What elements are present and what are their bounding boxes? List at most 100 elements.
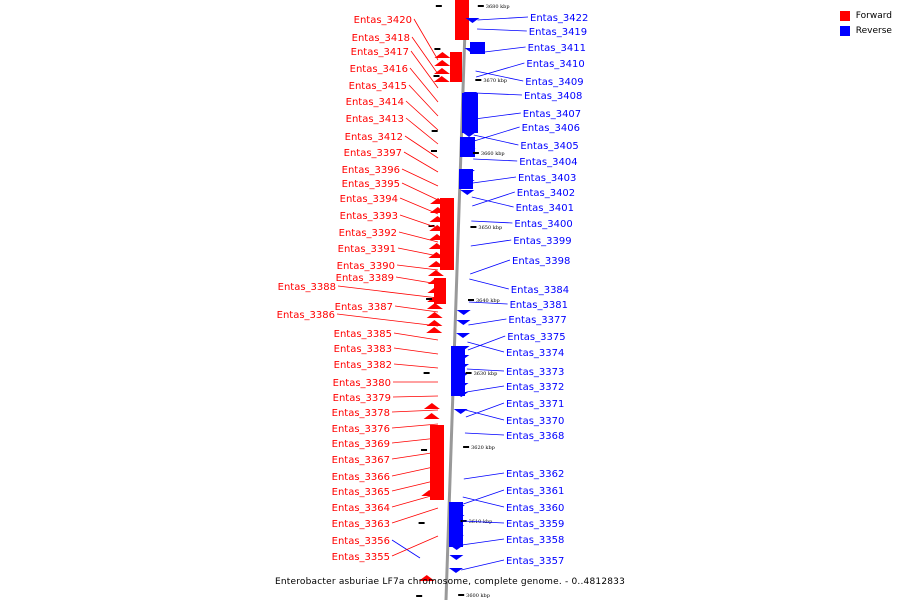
marker-dash (435, 5, 442, 7)
forward-leader (405, 100, 439, 131)
reverse-leader (467, 341, 505, 353)
forward-leader (409, 67, 439, 103)
forward-leader (399, 197, 439, 215)
forward-arrow (429, 216, 446, 222)
kbp-tick-label: 3650 kbp (478, 225, 502, 231)
reverse-block (449, 502, 463, 547)
reverse-arrow (449, 545, 464, 550)
forward-gene-label: Entas_3388 (278, 282, 336, 293)
forward-gene-label: Entas_3369 (332, 439, 390, 450)
forward-gene-label: Entas_3418 (352, 33, 410, 44)
reverse-arrow (450, 505, 465, 510)
reverse-leader (465, 409, 505, 421)
reverse-leader (471, 220, 513, 224)
reverse-arrow (456, 333, 471, 338)
forward-leader (408, 84, 439, 117)
forward-block (430, 425, 444, 500)
forward-arrow (426, 320, 443, 326)
forward-arrow (427, 270, 444, 276)
reverse-gene-label: Entas_3370 (506, 416, 564, 427)
forward-block (450, 52, 462, 82)
forward-gene-label: Entas_3420 (354, 15, 412, 26)
reverse-leader (475, 62, 525, 78)
reverse-arrow (460, 170, 475, 175)
reverse-block (451, 346, 465, 396)
forward-leader (391, 437, 439, 444)
forward-arrow (434, 52, 451, 58)
legend-forward: Forward (839, 8, 892, 23)
forward-leader (392, 395, 439, 398)
kbp-tick-label: 3660 kbp (481, 151, 505, 157)
forward-arrow (423, 403, 440, 409)
forward-gene-label: Entas_3417 (351, 47, 409, 58)
forward-gene-label: Entas_3414 (346, 97, 404, 108)
marker-dash (416, 595, 423, 597)
forward-leader (391, 535, 439, 557)
reverse-leader (475, 70, 524, 82)
reverse-leader (465, 402, 505, 418)
forward-leader (391, 493, 439, 508)
reverse-gene-label: Entas_3407 (523, 109, 581, 120)
forward-gene-label: Entas_3385 (334, 329, 392, 340)
marker-dash (423, 372, 430, 374)
legend-forward-label: Forward (855, 10, 892, 21)
reverse-arrow (455, 346, 470, 351)
forward-gene-label: Entas_3415 (349, 81, 407, 92)
reverse-gene-label: Entas_3405 (520, 141, 578, 152)
forward-leader (337, 285, 439, 299)
gene-features (418, 0, 485, 581)
reverse-arrow (450, 515, 465, 520)
reverse-leader (476, 46, 526, 54)
reverse-arrow (463, 92, 478, 97)
reverse-gene-label: Entas_3399 (513, 236, 571, 247)
forward-leader (393, 363, 439, 369)
kbp-tick-label: 3640 kbp (476, 298, 500, 304)
forward-block (455, 0, 469, 40)
forward-arrow (427, 287, 444, 293)
reverse-block (459, 169, 473, 189)
reverse-arrow (461, 140, 476, 145)
reverse-arrow (455, 355, 470, 360)
forward-arrow (428, 243, 445, 249)
reverse-arrow (454, 392, 469, 397)
kbp-tick (463, 446, 470, 448)
reverse-gene-label: Entas_3404 (519, 157, 577, 168)
forward-gene-label: Entas_3393 (340, 211, 398, 222)
forward-gene-label: Entas_3383 (334, 344, 392, 355)
forward-gene-label: Entas_3413 (346, 114, 404, 125)
reverse-gene-label: Entas_3422 (530, 13, 588, 24)
reverse-gene-label: Entas_3419 (529, 27, 587, 38)
reverse-leader (477, 28, 527, 32)
reverse-leader (474, 112, 521, 120)
forward-leader (391, 423, 439, 429)
reverse-leader (462, 520, 505, 524)
legend-reverse: Reverse (839, 23, 892, 38)
forward-leader (391, 409, 439, 413)
forward-arrow (428, 234, 445, 240)
forward-leader (396, 264, 439, 271)
forward-leader (391, 479, 439, 492)
kbp-tick-label: 3670 kbp (483, 78, 507, 84)
reverse-leader (472, 191, 515, 207)
reverse-arrow (462, 108, 477, 113)
reverse-gene-label: Entas_3368 (506, 431, 564, 442)
marker-dash (434, 48, 441, 50)
reverse-arrow (460, 180, 475, 185)
reverse-arrow (450, 525, 465, 530)
forward-swatch (839, 10, 850, 21)
kbp-tick (465, 372, 472, 374)
forward-leader (405, 117, 439, 145)
genome-caption: Enterobacter asburiae LF7a chromosome, c… (274, 577, 626, 587)
forward-gene-label: Entas_3378 (332, 408, 390, 419)
reverse-leader (473, 158, 518, 162)
forward-leader (401, 168, 439, 187)
reverse-leader (464, 432, 505, 436)
marker-dash (431, 150, 437, 152)
reverse-gene-label: Entas_3410 (526, 59, 584, 70)
reverse-arrow (453, 409, 468, 414)
forward-gene-label: Entas_3376 (332, 424, 390, 435)
reverse-arrow (456, 320, 471, 325)
reverse-arrow (462, 116, 477, 121)
kbp-tick (470, 226, 477, 228)
legend-reverse-label: Reverse (855, 25, 892, 36)
